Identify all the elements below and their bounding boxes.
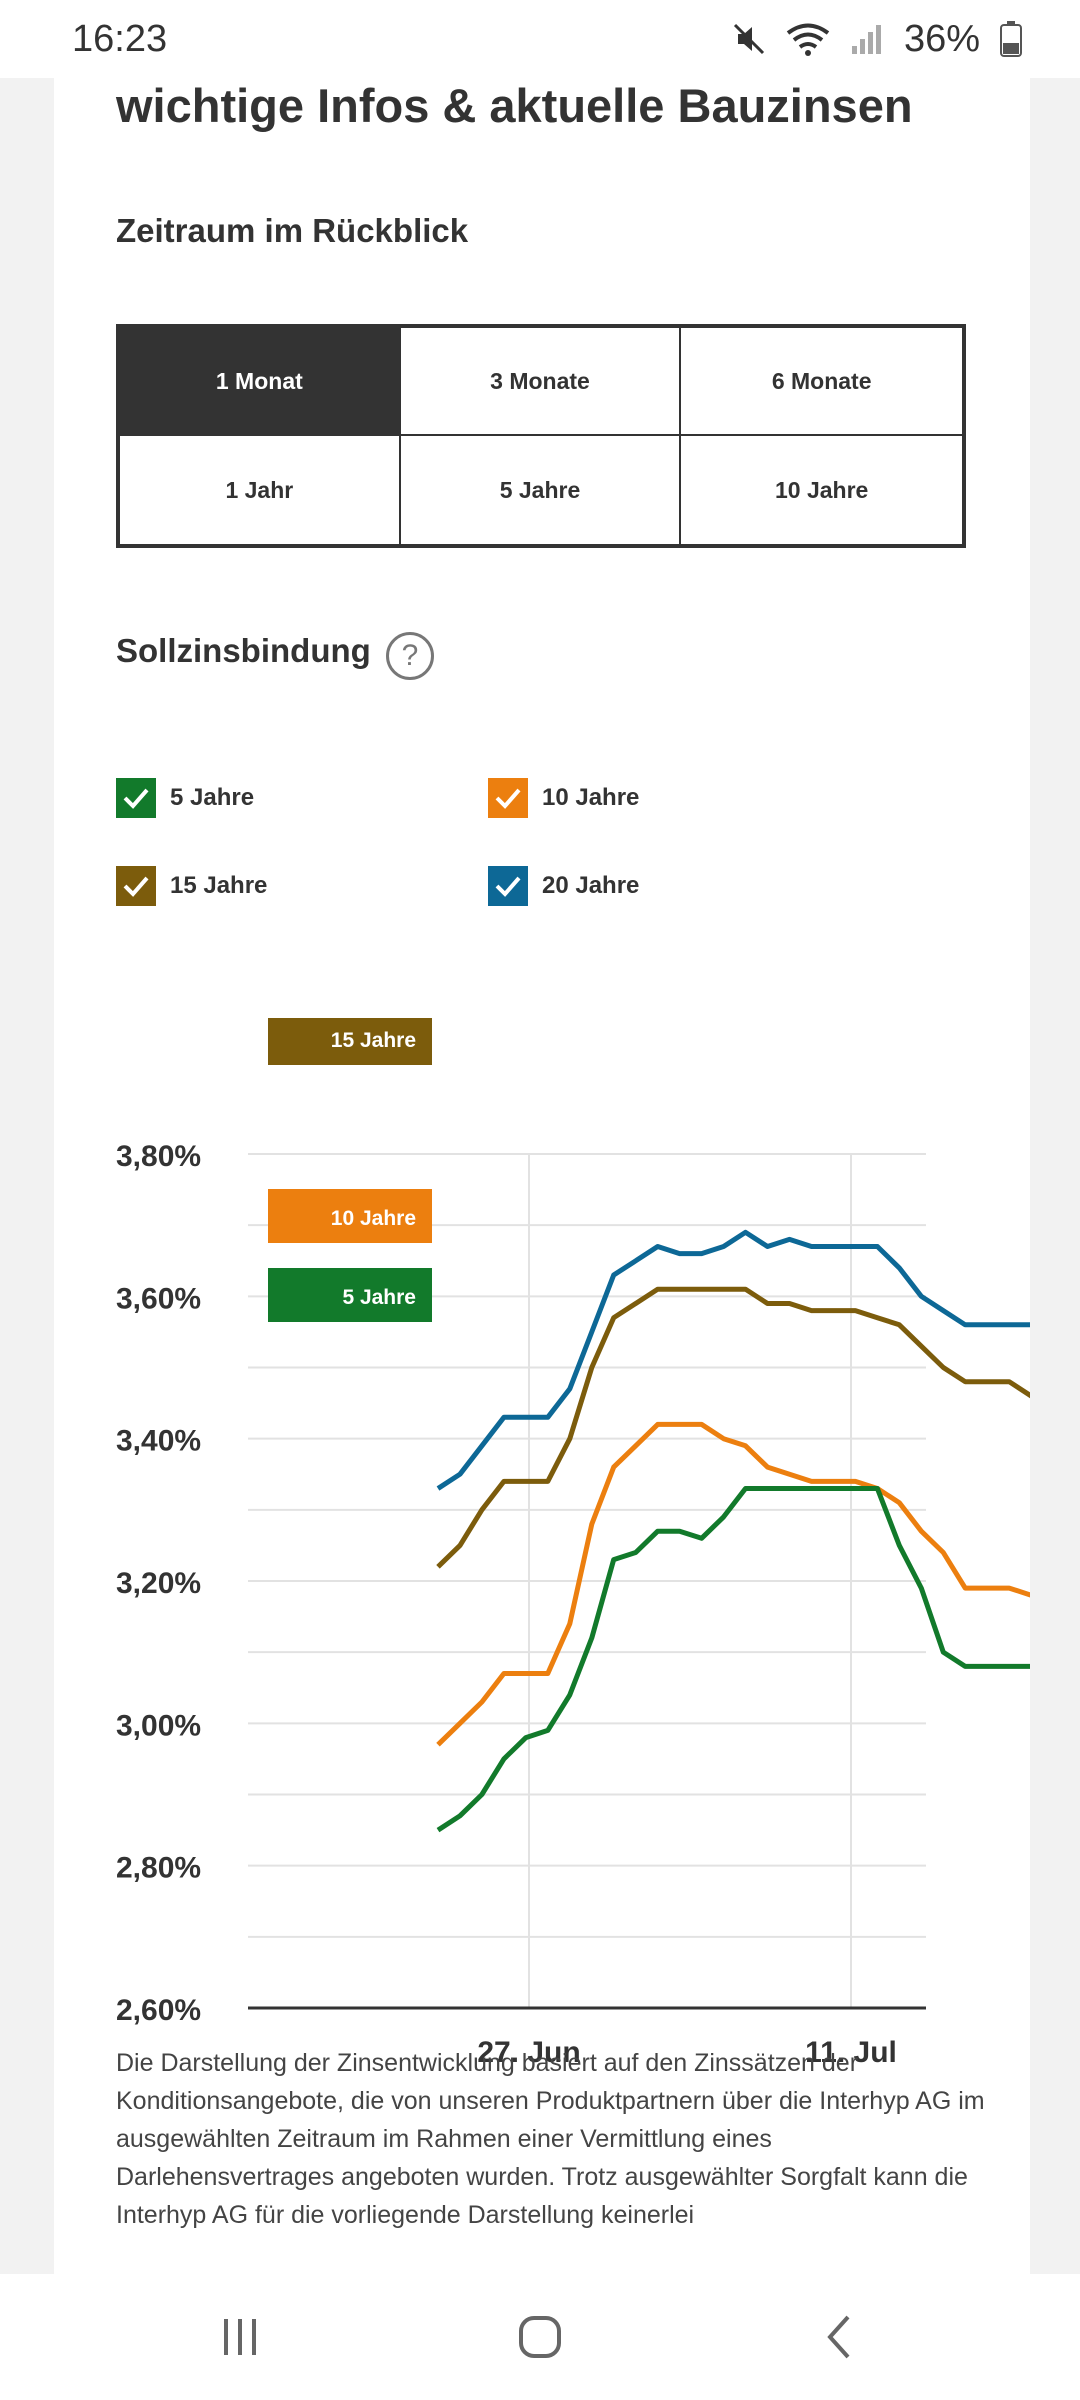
series-line-15-jahre <box>436 1286 1030 1569</box>
term-checkbox[interactable]: 10 Jahre <box>488 778 639 818</box>
help-icon[interactable]: ? <box>386 632 434 680</box>
disclaimer-text: Die Darstellung der Zinsentwicklung basi… <box>116 2049 985 2229</box>
status-icons: 36% <box>732 18 1022 61</box>
period-heading: Zeitraum im Rückblick <box>116 212 469 249</box>
wifi-icon <box>786 22 830 56</box>
signal-icon <box>850 22 884 56</box>
series-label-box <box>268 1189 432 1243</box>
period-option[interactable]: 1 Jahr <box>120 436 401 544</box>
term-checkbox-label: 5 Jahre <box>170 784 255 811</box>
y-tick-label: 3,40% <box>116 1425 201 1458</box>
series-label-box <box>268 1018 432 1065</box>
series-label: 10 Jahre <box>331 1207 416 1230</box>
checkmark-icon <box>116 866 156 906</box>
y-tick-label: 3,80% <box>116 1140 201 1173</box>
term-checkbox-label: 15 Jahre <box>170 872 268 899</box>
home-icon <box>519 2316 561 2358</box>
period-option[interactable]: 3 Monate <box>400 328 682 436</box>
x-tick-label: 27. Jun <box>477 2036 580 2069</box>
period-selector: 1 Monat 3 Monate 6 Monate 1 Jahr 5 Jahre 10 J… <box>116 324 966 548</box>
series-line-20-jahre <box>436 1229 1030 1491</box>
series-line-5-jahre <box>436 1486 1030 1833</box>
y-tick-label: 2,60% <box>116 1994 201 2027</box>
x-tick-label: 11. Jul <box>805 2036 897 2069</box>
recent-apps-button[interactable] <box>180 2297 300 2377</box>
checkmark-icon <box>116 778 156 818</box>
interest-rate-chart: 3,80% 3,60% 3,40% 3,20% 3,00% 2,80% 2,60% 27. J… <box>116 1018 1030 2069</box>
term-checkbox[interactable]: 20 Jahre <box>488 866 639 906</box>
home-button[interactable] <box>480 2297 600 2377</box>
term-checkbox[interactable]: 5 Jahre <box>116 778 254 818</box>
period-option[interactable]: 6 Monate <box>681 328 962 436</box>
period-option[interactable]: 5 Jahre <box>400 436 682 544</box>
term-checkbox-label: 20 Jahre <box>542 872 640 899</box>
period-option[interactable]: 10 Jahre <box>681 436 962 544</box>
status-time: 16:23 <box>72 17 168 60</box>
checkmark-icon <box>488 866 528 906</box>
checkmark-icon <box>488 778 528 818</box>
series-line-10-jahre <box>436 1421 1030 1747</box>
series-label-box <box>268 1268 432 1322</box>
content-card: wichtige Infos & aktuelle Bauzinsen Zeit… <box>54 78 1030 2274</box>
y-tick-label: 2,80% <box>116 1852 201 1885</box>
term-checkbox[interactable]: 15 Jahre <box>116 866 267 906</box>
period-option[interactable]: 1 Monat <box>120 328 401 436</box>
y-tick-label: 3,00% <box>116 1709 201 1742</box>
recent-apps-icon <box>224 2319 256 2355</box>
battery-percent: 36% <box>903 17 980 60</box>
term-checkbox-label: 10 Jahre <box>542 784 640 811</box>
mute-icon <box>732 22 766 56</box>
y-tick-label: 3,60% <box>116 1282 201 1315</box>
series-label: 15 Jahre <box>331 1029 416 1052</box>
back-icon <box>827 2315 850 2359</box>
status-bar: 16:23 36% <box>0 0 1080 78</box>
back-button[interactable] <box>780 2297 900 2377</box>
system-nav-bar <box>0 2274 1080 2400</box>
y-tick-label: 3,20% <box>116 1567 201 1600</box>
page-title: wichtige Infos & aktuelle Bauzinsen <box>116 79 913 132</box>
binding-heading: Sollzinsbindung <box>116 632 371 669</box>
series-label: 5 Jahre <box>342 1286 416 1309</box>
battery-icon <box>1000 21 1022 57</box>
